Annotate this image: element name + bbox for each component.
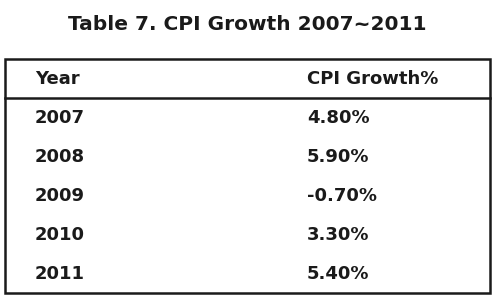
Text: 2009: 2009 (35, 186, 85, 205)
Text: -0.70%: -0.70% (307, 186, 377, 205)
Text: 3.30%: 3.30% (307, 226, 369, 244)
Text: 2007: 2007 (35, 109, 85, 127)
Text: CPI Growth%: CPI Growth% (307, 70, 438, 88)
Bar (5, 59, 490, 293)
Text: 2008: 2008 (35, 148, 85, 166)
Text: Year: Year (35, 70, 79, 88)
Text: 4.80%: 4.80% (307, 109, 370, 127)
Text: 2011: 2011 (35, 265, 85, 283)
Text: 5.40%: 5.40% (307, 265, 369, 283)
Text: 5.90%: 5.90% (307, 148, 369, 166)
Text: Table 7. CPI Growth 2007~2011: Table 7. CPI Growth 2007~2011 (68, 15, 427, 34)
Text: 2010: 2010 (35, 226, 85, 244)
